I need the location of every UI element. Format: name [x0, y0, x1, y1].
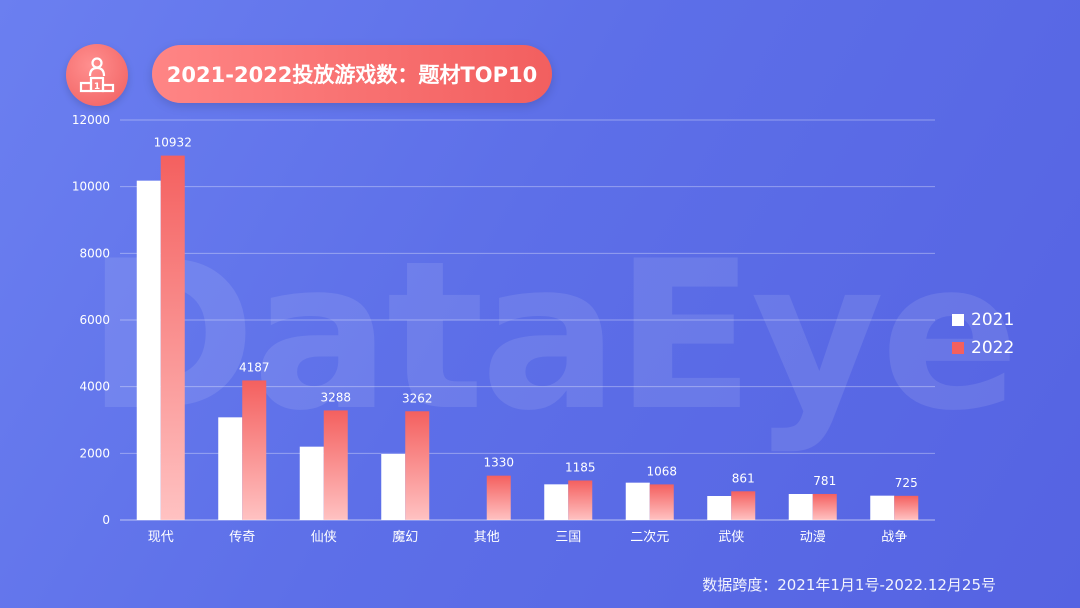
legend-label-2021: 2021	[971, 310, 1015, 330]
data-label: 10932	[154, 136, 192, 150]
bar-2021	[788, 494, 813, 520]
x-tick-label: 传奇	[229, 529, 255, 545]
bar-2021	[136, 180, 161, 520]
podium-badge: 1	[66, 44, 128, 106]
y-tick-label: 10000	[72, 180, 110, 194]
chart-title: 2021-2022投放游戏数：题材TOP10	[166, 63, 538, 87]
x-tick-label: 魔幻	[392, 530, 418, 545]
bar-2022	[323, 410, 348, 520]
legend-item-2021: 2021	[952, 306, 1014, 334]
svg-text:1: 1	[94, 82, 100, 92]
date-range-note: 数据跨度：2021年1月1号-2022.12月25号	[702, 576, 996, 594]
bar-2022	[486, 475, 511, 520]
data-label: 1068	[646, 464, 677, 478]
data-label: 725	[895, 476, 918, 490]
x-tick-label: 现代	[148, 530, 174, 545]
legend-item-2022: 2022	[952, 334, 1014, 362]
x-tick-label: 其他	[474, 530, 500, 545]
data-label: 1185	[565, 461, 596, 475]
watermark-logo: DataEye	[86, 218, 1020, 456]
bar-2022	[568, 480, 593, 520]
y-tick-label: 8000	[79, 246, 110, 260]
y-tick-label: 6000	[79, 313, 110, 327]
bar-2022	[894, 495, 919, 520]
data-label: 3262	[402, 391, 433, 405]
title-pill: 2021-2022投放游戏数：题材TOP10	[152, 45, 552, 103]
bar-2022	[649, 484, 674, 520]
legend-swatch-2021	[952, 314, 964, 326]
x-tick-label: 三国	[555, 530, 581, 545]
bar-2022	[731, 491, 756, 520]
x-tick-label: 动漫	[800, 530, 826, 545]
bar-2021	[870, 495, 895, 520]
data-label: 861	[732, 471, 755, 485]
x-tick-label: 二次元	[630, 529, 669, 545]
bar-2022	[160, 155, 185, 520]
x-tick-label: 战争	[881, 530, 907, 545]
bar-2021	[299, 446, 324, 520]
x-tick-label: 仙侠	[311, 530, 337, 545]
bar-2021	[218, 417, 243, 520]
x-tick-label: 武侠	[718, 530, 744, 545]
legend: 2021 2022	[952, 306, 1014, 362]
y-tick-label: 4000	[79, 380, 110, 394]
podium-icon: 1	[79, 57, 115, 93]
data-label: 781	[813, 474, 836, 488]
bar-2022	[242, 380, 267, 520]
bar-2021	[544, 484, 569, 520]
data-label: 4187	[239, 360, 270, 374]
y-tick-label: 0	[102, 513, 110, 527]
legend-label-2022: 2022	[971, 338, 1015, 358]
y-tick-label: 12000	[72, 113, 110, 127]
bar-2021	[381, 454, 406, 520]
legend-swatch-2022	[952, 342, 964, 354]
y-tick-label: 2000	[79, 446, 110, 460]
bar-2022	[812, 493, 837, 520]
data-label: 3288	[320, 390, 351, 404]
bar-2021	[625, 482, 650, 520]
bar-2021	[707, 496, 732, 520]
bar-2022	[405, 411, 430, 520]
data-label: 1330	[483, 456, 514, 470]
